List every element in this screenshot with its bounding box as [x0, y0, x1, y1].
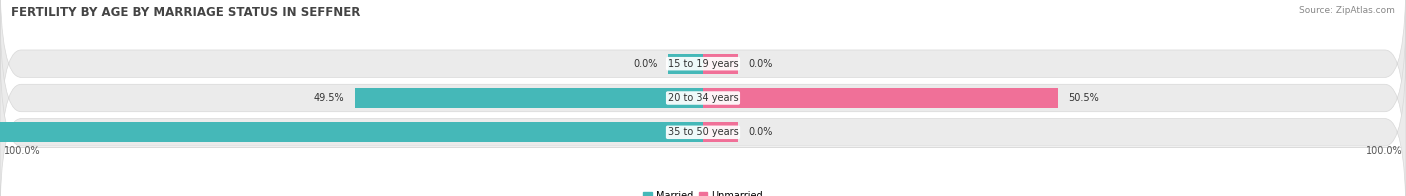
FancyBboxPatch shape [0, 0, 1406, 153]
Text: 35 to 50 years: 35 to 50 years [668, 127, 738, 137]
Bar [703, 122, 738, 142]
Text: 49.5%: 49.5% [314, 93, 344, 103]
Bar [703, 54, 738, 74]
FancyBboxPatch shape [0, 9, 1406, 187]
Text: 100.0%: 100.0% [1365, 146, 1403, 156]
Text: 15 to 19 years: 15 to 19 years [668, 59, 738, 69]
Text: 0.0%: 0.0% [749, 127, 773, 137]
Bar [703, 88, 1057, 108]
Bar [0, 122, 703, 142]
Legend: Married, Unmarried: Married, Unmarried [640, 187, 766, 196]
FancyBboxPatch shape [0, 43, 1406, 196]
Text: 100.0%: 100.0% [3, 146, 41, 156]
Text: 20 to 34 years: 20 to 34 years [668, 93, 738, 103]
Text: 50.5%: 50.5% [1069, 93, 1099, 103]
Bar [668, 54, 703, 74]
Bar [354, 88, 703, 108]
Text: 0.0%: 0.0% [749, 59, 773, 69]
Text: FERTILITY BY AGE BY MARRIAGE STATUS IN SEFFNER: FERTILITY BY AGE BY MARRIAGE STATUS IN S… [11, 6, 360, 19]
Text: Source: ZipAtlas.com: Source: ZipAtlas.com [1299, 6, 1395, 15]
Text: 0.0%: 0.0% [633, 59, 657, 69]
